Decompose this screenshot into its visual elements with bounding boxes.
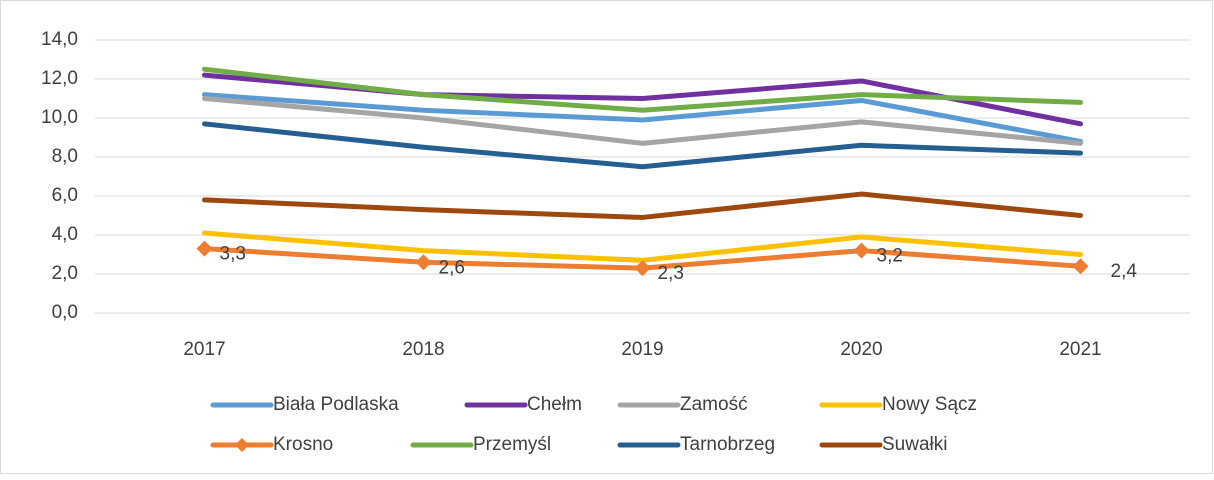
x-tick-label: 2017 <box>183 339 225 360</box>
y-tick-label: 10,0 <box>41 107 78 128</box>
data-label: 2,6 <box>439 257 465 278</box>
y-tick-label: 0,0 <box>52 302 78 323</box>
y-tick-label: 4,0 <box>52 224 78 245</box>
legend-marker <box>235 438 249 452</box>
x-tick-label: 2018 <box>402 339 444 360</box>
data-label: 2,3 <box>658 263 684 284</box>
series-line <box>202 121 1083 170</box>
legend-label: Tarnobrzeg <box>680 434 775 455</box>
data-label: 3,3 <box>220 244 246 265</box>
x-tick-label: 2019 <box>621 339 663 360</box>
point-marker <box>415 254 432 271</box>
point-marker <box>1072 258 1089 275</box>
x-tick-label: 2020 <box>840 339 882 360</box>
series-line <box>202 191 1083 220</box>
data-label: 2,4 <box>1111 261 1138 282</box>
y-tick-label: 8,0 <box>52 146 78 167</box>
series-line <box>202 92 1083 144</box>
y-tick-label: 2,0 <box>52 263 78 284</box>
y-tick-label: 6,0 <box>52 185 78 206</box>
series-line <box>202 66 1083 113</box>
legend-label: Zamość <box>680 394 748 415</box>
y-tick-label: 14,0 <box>41 29 78 50</box>
x-tick-label: 2021 <box>1059 339 1101 360</box>
legend-label: Biała Podlaska <box>273 394 399 415</box>
legend-label: Chełm <box>527 394 582 415</box>
series-line <box>202 96 1083 146</box>
y-tick-label: 12,0 <box>41 68 78 89</box>
legend-label: Suwałki <box>882 434 947 455</box>
point-marker <box>196 240 213 257</box>
legend-label: Krosno <box>273 434 333 455</box>
legend-label: Przemyśl <box>473 434 551 455</box>
point-marker <box>634 260 651 277</box>
point-marker <box>853 242 870 259</box>
data-label: 3,2 <box>877 246 903 267</box>
legend-label: Nowy Sącz <box>882 394 977 415</box>
